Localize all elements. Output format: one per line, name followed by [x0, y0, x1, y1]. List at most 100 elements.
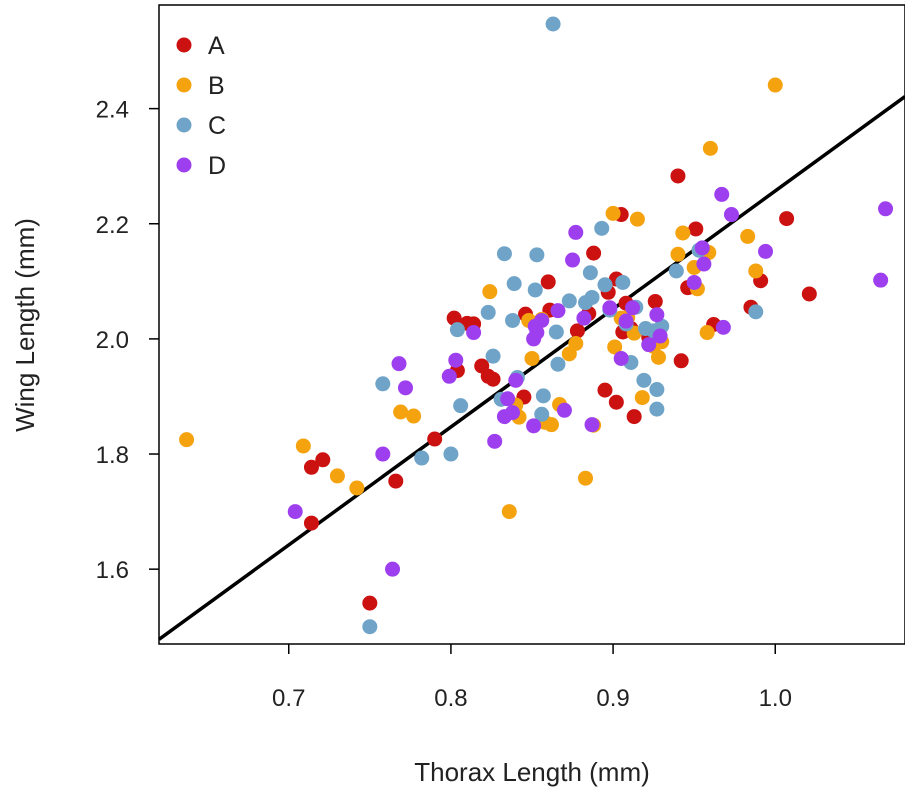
data-point-c	[453, 398, 469, 414]
y-axis-label: Wing Length (mm)	[10, 218, 40, 432]
data-point-d	[878, 201, 894, 217]
data-point-b	[748, 263, 764, 279]
data-point-b	[295, 438, 311, 454]
data-point-d	[686, 274, 702, 290]
x-tick-label: 0.7	[272, 685, 305, 712]
data-point-d	[508, 372, 524, 388]
data-point-c	[668, 263, 684, 279]
data-point-d	[568, 224, 584, 240]
data-point-b	[740, 228, 756, 244]
data-point-c	[748, 304, 764, 320]
data-point-b	[406, 408, 422, 424]
data-point-c	[527, 282, 543, 298]
data-point-a	[485, 371, 501, 387]
data-point-b	[543, 417, 559, 433]
data-point-d	[550, 303, 566, 319]
data-point-d	[576, 310, 592, 326]
data-point-d	[584, 417, 600, 433]
data-point-c	[584, 289, 600, 305]
data-point-a	[626, 409, 642, 425]
y-tick-label: 2.4	[96, 97, 129, 124]
data-point-c	[636, 372, 652, 388]
data-points	[179, 16, 894, 635]
data-point-d	[500, 391, 516, 407]
data-point-c	[449, 322, 465, 338]
data-point-d	[873, 272, 889, 288]
data-point-a	[608, 394, 624, 410]
legend-marker-c	[176, 117, 192, 133]
data-point-d	[398, 380, 414, 396]
regression-line-layer	[157, 95, 905, 641]
data-point-a	[315, 452, 331, 468]
x-axis-label: Thorax Length (mm)	[414, 757, 650, 787]
data-point-c	[594, 220, 610, 236]
legend-label-c: C	[208, 112, 226, 140]
data-point-d	[534, 312, 550, 328]
data-point-c	[649, 401, 665, 417]
data-point-a	[779, 211, 795, 227]
data-point-a	[388, 473, 404, 489]
data-point-c	[550, 356, 566, 372]
data-point-b	[629, 211, 645, 227]
data-point-d	[723, 207, 739, 223]
legend-marker-b	[176, 77, 192, 93]
legend-marker-d	[176, 157, 192, 173]
data-point-a	[303, 459, 319, 475]
data-point-a	[597, 382, 613, 398]
data-point-d	[391, 356, 407, 372]
data-point-a	[569, 323, 585, 339]
data-point-b	[702, 140, 718, 156]
data-point-a	[427, 431, 443, 447]
data-point-c	[545, 16, 561, 32]
data-point-b	[179, 432, 195, 448]
data-point-d	[487, 433, 503, 449]
data-point-d	[641, 337, 657, 353]
data-point-c	[615, 274, 631, 290]
x-tick-label: 1.0	[759, 685, 792, 712]
data-point-d	[526, 331, 542, 347]
data-point-b	[607, 339, 623, 355]
data-point-a	[673, 353, 689, 369]
plot-frame	[158, 4, 905, 645]
data-point-d	[618, 313, 634, 329]
data-point-a	[801, 286, 817, 302]
legend-marker-a	[176, 37, 192, 53]
data-point-c	[362, 619, 378, 635]
data-point-b	[349, 480, 365, 496]
data-point-d	[375, 446, 391, 462]
data-point-d	[526, 418, 542, 434]
data-point-c	[506, 276, 522, 292]
legend-label-a: A	[208, 32, 225, 60]
data-point-d	[505, 405, 521, 421]
data-point-d	[441, 368, 457, 384]
data-point-d	[649, 307, 665, 323]
data-point-d	[613, 350, 629, 366]
data-point-c	[597, 277, 613, 293]
data-point-c	[535, 388, 551, 404]
data-point-b	[501, 504, 517, 520]
data-point-a	[647, 293, 663, 309]
legend-label-b: B	[208, 72, 225, 100]
data-point-a	[670, 168, 686, 184]
data-point-d	[466, 325, 482, 341]
data-point-a	[362, 595, 378, 611]
data-point-b	[578, 470, 594, 486]
data-point-b	[329, 468, 345, 484]
regression-line	[157, 95, 905, 641]
data-point-d	[385, 561, 401, 577]
data-point-b	[393, 404, 409, 420]
legend-label-d: D	[208, 152, 226, 180]
data-point-b	[650, 349, 666, 365]
data-point-c	[649, 382, 665, 398]
data-point-d	[602, 300, 618, 316]
data-point-c	[375, 376, 391, 392]
data-point-d	[694, 240, 710, 256]
data-point-b	[670, 246, 686, 262]
data-point-a	[540, 274, 556, 290]
data-point-c	[561, 293, 577, 309]
data-point-b	[634, 390, 650, 406]
data-point-b	[699, 325, 715, 341]
data-point-c	[414, 450, 430, 466]
